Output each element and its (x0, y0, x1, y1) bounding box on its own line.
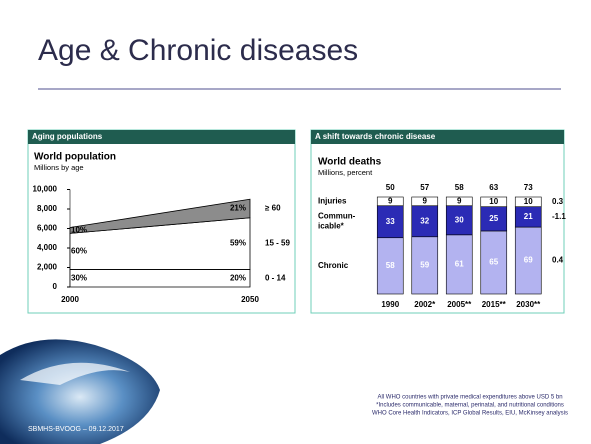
chart-subtitle: Millions, percent (318, 168, 373, 177)
x-tick-label: 2015** (482, 300, 507, 309)
x-tick-label: 2030** (516, 300, 541, 309)
wave-image (0, 339, 160, 444)
panel-header-left (28, 130, 295, 144)
footer: SBMHS-BVOOG – 09.12.2017 (28, 426, 124, 433)
bar-segment (376, 196, 404, 207)
legend-label: Injuries (318, 196, 347, 205)
footnote: All WHO countries with private medical e… (377, 395, 562, 401)
bar-value: 25 (489, 214, 498, 223)
y-tick-label: 2,000 (37, 263, 58, 272)
bar-value: 21 (524, 212, 533, 221)
share-label: 10% (71, 226, 87, 235)
legend-label: ≥ 60 (265, 204, 281, 213)
chart-title: World population (34, 152, 116, 163)
bar-segment (480, 230, 508, 295)
footnote: *Includes communicable, maternal, perina… (376, 403, 564, 409)
share-label: 60% (71, 247, 87, 256)
total-label: 57 (420, 183, 429, 192)
bar-value: 10 (524, 197, 533, 206)
y-tick-label: 10,000 (33, 185, 58, 194)
total-label: 58 (455, 183, 464, 192)
bar-segment (480, 206, 508, 232)
bar-segment (514, 226, 542, 295)
bar-segment (514, 196, 542, 207)
bar-value: 9 (423, 196, 428, 205)
total-label: 73 (524, 183, 533, 192)
chart-title: World deaths (318, 157, 382, 168)
share-label: 21% (230, 204, 246, 213)
share-label: 20% (230, 273, 246, 282)
bar-value: 9 (388, 196, 393, 205)
bar-segment (445, 196, 473, 207)
area (69, 269, 251, 288)
x-tick-label: 2002* (414, 300, 436, 309)
bar-value: 33 (386, 217, 395, 226)
bar-value: 59 (420, 260, 429, 269)
area (69, 198, 251, 234)
share-label: 30% (71, 273, 87, 282)
bar-value: 58 (386, 261, 395, 270)
legend-label: 15 - 59 (265, 239, 290, 248)
growth-label: 0.3 (552, 197, 564, 206)
legend-label: Chronic (318, 261, 349, 270)
bar-segment (445, 234, 473, 295)
y-tick-label: 6,000 (37, 224, 58, 233)
growth-label: 0.4 (552, 256, 564, 265)
panel-header-right (311, 130, 564, 144)
panel-header: A shift towards chronic disease (315, 132, 436, 141)
bar-value: 10 (489, 197, 498, 206)
slide-title: Age & Chronic diseases (38, 34, 358, 67)
legend-label: 0 - 14 (265, 273, 286, 282)
bar-value: 61 (455, 260, 464, 269)
bar-value: 9 (457, 196, 462, 205)
y-tick-label: 4,000 (37, 243, 58, 252)
x-tick-label: 2000 (61, 295, 79, 304)
bar-segment (411, 196, 439, 207)
legend-label: Commun-icable* (318, 212, 356, 231)
x-tick-label: 1990 (381, 300, 399, 309)
total-label: 63 (489, 183, 498, 192)
bar-segment (376, 237, 404, 295)
bar-value: 65 (489, 258, 498, 267)
growth-label: -1.1 (552, 212, 566, 221)
panel-header: Aging populations (32, 132, 103, 141)
total-label: 50 (386, 183, 395, 192)
chart-subtitle: Millions by age (34, 163, 84, 172)
wave-foam (20, 362, 130, 385)
bar-value: 30 (455, 215, 464, 224)
bar-segment (480, 196, 508, 207)
bar-value: 69 (524, 256, 533, 265)
x-tick-label: 2050 (241, 295, 259, 304)
bar-segment (411, 205, 439, 238)
y-tick-label: 0 (53, 282, 58, 291)
footnote: WHO Core Health Indicators, ICP Global R… (372, 411, 568, 417)
x-tick-label: 2005** (447, 300, 472, 309)
bar-value: 32 (420, 216, 429, 225)
y-tick-label: 8,000 (37, 204, 58, 213)
share-label: 59% (230, 239, 246, 248)
